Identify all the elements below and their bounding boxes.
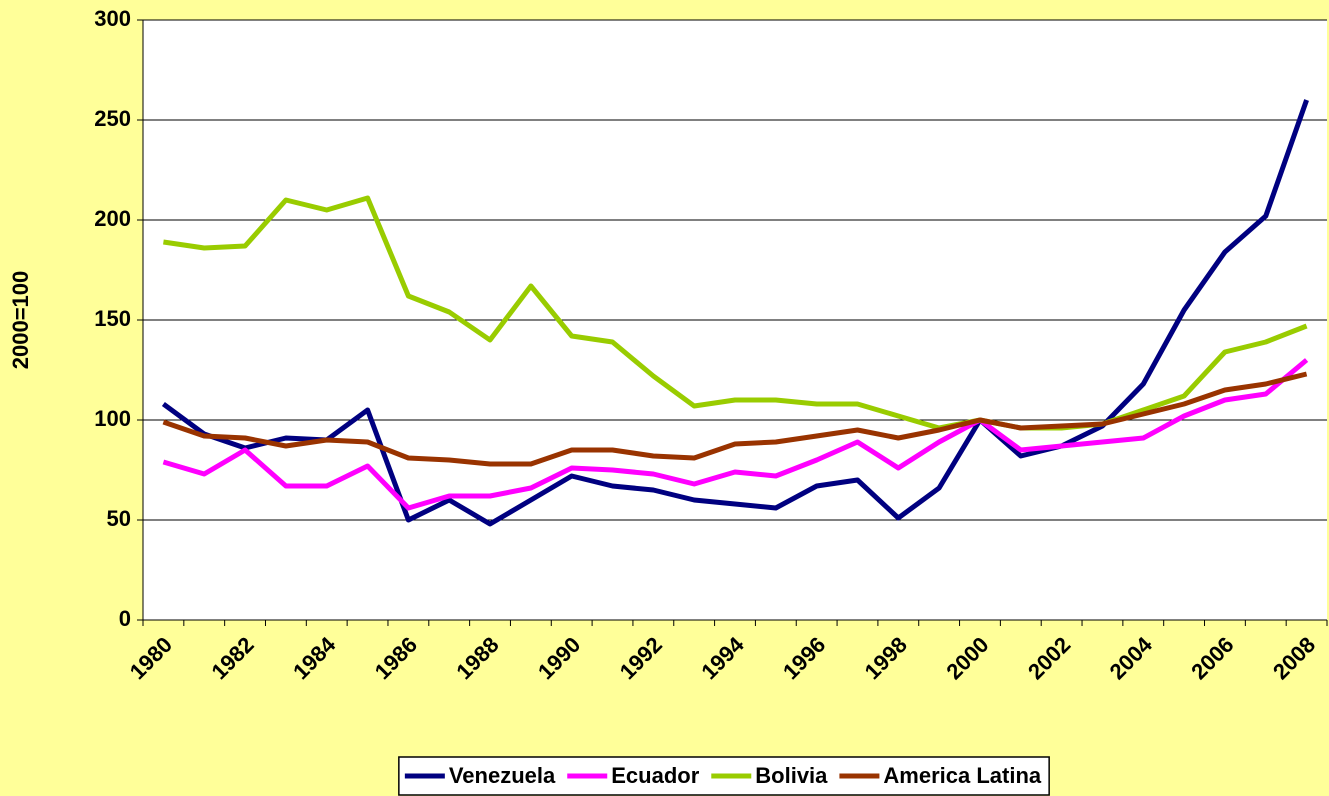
series-line [161, 99, 1309, 527]
legend-label: Venezuela [449, 763, 556, 788]
series-line [162, 371, 1308, 467]
series-line [162, 358, 1309, 511]
y-tick-label: 50 [107, 506, 131, 531]
y-axis-label: 2000=100 [8, 271, 33, 370]
y-tick-label: 250 [94, 106, 131, 131]
legend-label: Ecuador [611, 763, 699, 788]
legend-label: America Latina [883, 763, 1041, 788]
y-tick-label: 300 [94, 6, 131, 31]
legend-label: Bolivia [755, 763, 828, 788]
y-tick-label: 150 [94, 306, 131, 331]
y-tick-label: 100 [94, 406, 131, 431]
y-tick-label: 0 [119, 606, 131, 631]
y-tick-label: 200 [94, 206, 131, 231]
